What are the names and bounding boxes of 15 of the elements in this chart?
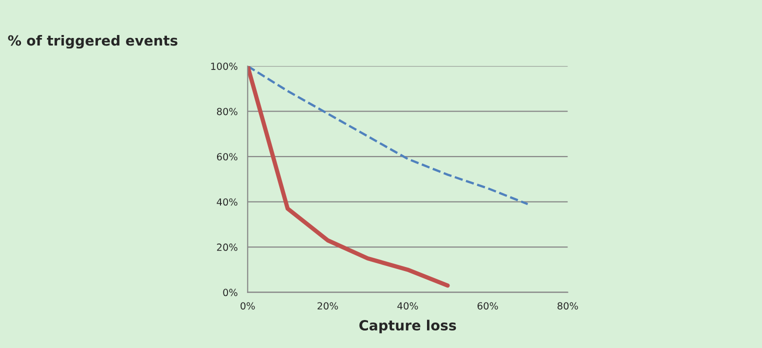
y-tick-label: 40% [216,198,238,206]
line-series [248,66,529,206]
x-tick-label: 60% [478,302,498,310]
x-axis-title: Capture loss [359,320,456,334]
y-tick-label: 20% [217,244,238,251]
x-tick-label: 20% [318,302,338,310]
y-axis-title: % of triggered events [8,34,178,49]
x-tick-label: 0% [240,302,255,310]
x-tick-label: 80% [558,302,578,310]
line-series [248,66,450,288]
x-tick-label: 40% [397,302,418,310]
y-tick-label: 80% [216,108,238,116]
y-tick-label: 100% [211,62,238,70]
y-tick-label: 0% [223,288,238,296]
y-tick-label: 60% [217,153,238,160]
